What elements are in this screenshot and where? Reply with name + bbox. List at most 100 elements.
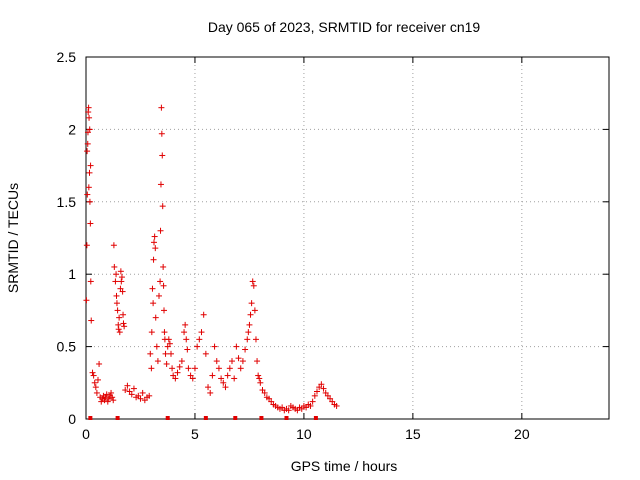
data-point (166, 340, 173, 347)
grid (86, 57, 609, 419)
data-point (122, 387, 129, 394)
data-point (119, 288, 126, 295)
y-tick-label: 2.5 (57, 49, 77, 65)
data-point (307, 402, 314, 409)
data-point (102, 394, 109, 401)
data-point (113, 271, 120, 278)
data-point (83, 297, 90, 304)
data-point (150, 256, 157, 263)
x-tick-label: 20 (514, 426, 530, 442)
data-point (160, 282, 167, 289)
data-point (309, 398, 316, 405)
data-point (110, 242, 117, 249)
data-point (84, 148, 91, 155)
data-point (110, 397, 117, 404)
data-point (255, 372, 262, 379)
data-point (151, 233, 158, 240)
data-point (117, 268, 124, 275)
data-point (158, 130, 165, 137)
data-point (121, 323, 128, 330)
data-point (182, 321, 189, 328)
data-point (96, 360, 103, 367)
data-point (130, 385, 137, 392)
data-point (254, 358, 261, 365)
data-point (220, 379, 227, 386)
x-tick-label: 0 (82, 426, 90, 442)
data-point (113, 292, 120, 299)
data-point (104, 398, 111, 405)
data-point (205, 384, 212, 391)
gap-marker (233, 416, 238, 420)
data-point (147, 350, 154, 357)
data-point (198, 329, 205, 336)
data-point (114, 307, 121, 314)
data-point (162, 350, 169, 357)
y-tick-label: 1 (68, 266, 76, 282)
gap-marker (115, 416, 120, 420)
data-point (165, 336, 172, 343)
gap-marker (88, 416, 93, 420)
data-point (285, 407, 292, 414)
data-point (176, 363, 183, 370)
data-point (118, 274, 125, 281)
x-tick-label: 5 (191, 426, 199, 442)
data-point (163, 360, 170, 367)
data-point (174, 369, 181, 376)
data-point (86, 126, 93, 133)
data-point (246, 321, 253, 328)
gap-marker (259, 416, 264, 420)
data-point (146, 392, 153, 399)
data-point (124, 382, 131, 389)
data-point (105, 395, 112, 402)
data-point (112, 278, 119, 285)
gap-markers (88, 416, 318, 420)
data-point (86, 169, 93, 176)
data-point (94, 376, 101, 383)
y-tick-label: 0.5 (57, 339, 77, 355)
data-point (249, 278, 256, 285)
data-point (218, 375, 225, 382)
data-point (84, 191, 91, 198)
chart-title: Day 065 of 2023, SRMTID for receiver cn1… (208, 19, 481, 35)
data-point (92, 384, 99, 391)
data-point (83, 242, 90, 249)
data-point (89, 369, 96, 376)
data-point (87, 162, 94, 169)
data-point (103, 391, 110, 398)
data-point (157, 227, 164, 234)
data-point (167, 350, 174, 357)
data-point (157, 181, 164, 188)
data-point (120, 311, 127, 318)
data-point (311, 392, 318, 399)
data-point (257, 379, 264, 386)
data-point (244, 336, 251, 343)
data-point (226, 365, 233, 372)
data-point (84, 140, 91, 147)
data-point (153, 343, 160, 350)
data-point (116, 329, 123, 336)
data-point (98, 398, 105, 405)
y-tick-label: 0 (68, 411, 76, 427)
data-point (159, 152, 166, 159)
x-tick-label: 15 (405, 426, 421, 442)
data-point (113, 300, 120, 307)
data-point (209, 372, 216, 379)
data-point (231, 375, 238, 382)
data-point (161, 307, 168, 314)
data-point (109, 394, 116, 401)
data-point (213, 358, 220, 365)
data-point (159, 203, 166, 210)
axis-ticks: 0 5 10 15 20 0 0.5 1 1.5 2 2.5 (57, 49, 609, 442)
data-point (152, 314, 159, 321)
x-tick-label: 10 (296, 426, 312, 442)
data-point (185, 365, 192, 372)
data-point (93, 389, 100, 396)
data-point (235, 355, 242, 362)
data-point (160, 263, 167, 270)
data-point (120, 320, 127, 327)
data-point (87, 278, 94, 285)
data-point (318, 381, 325, 388)
plot-frame (85, 56, 610, 420)
data-point (211, 343, 218, 350)
data-point (150, 239, 157, 246)
